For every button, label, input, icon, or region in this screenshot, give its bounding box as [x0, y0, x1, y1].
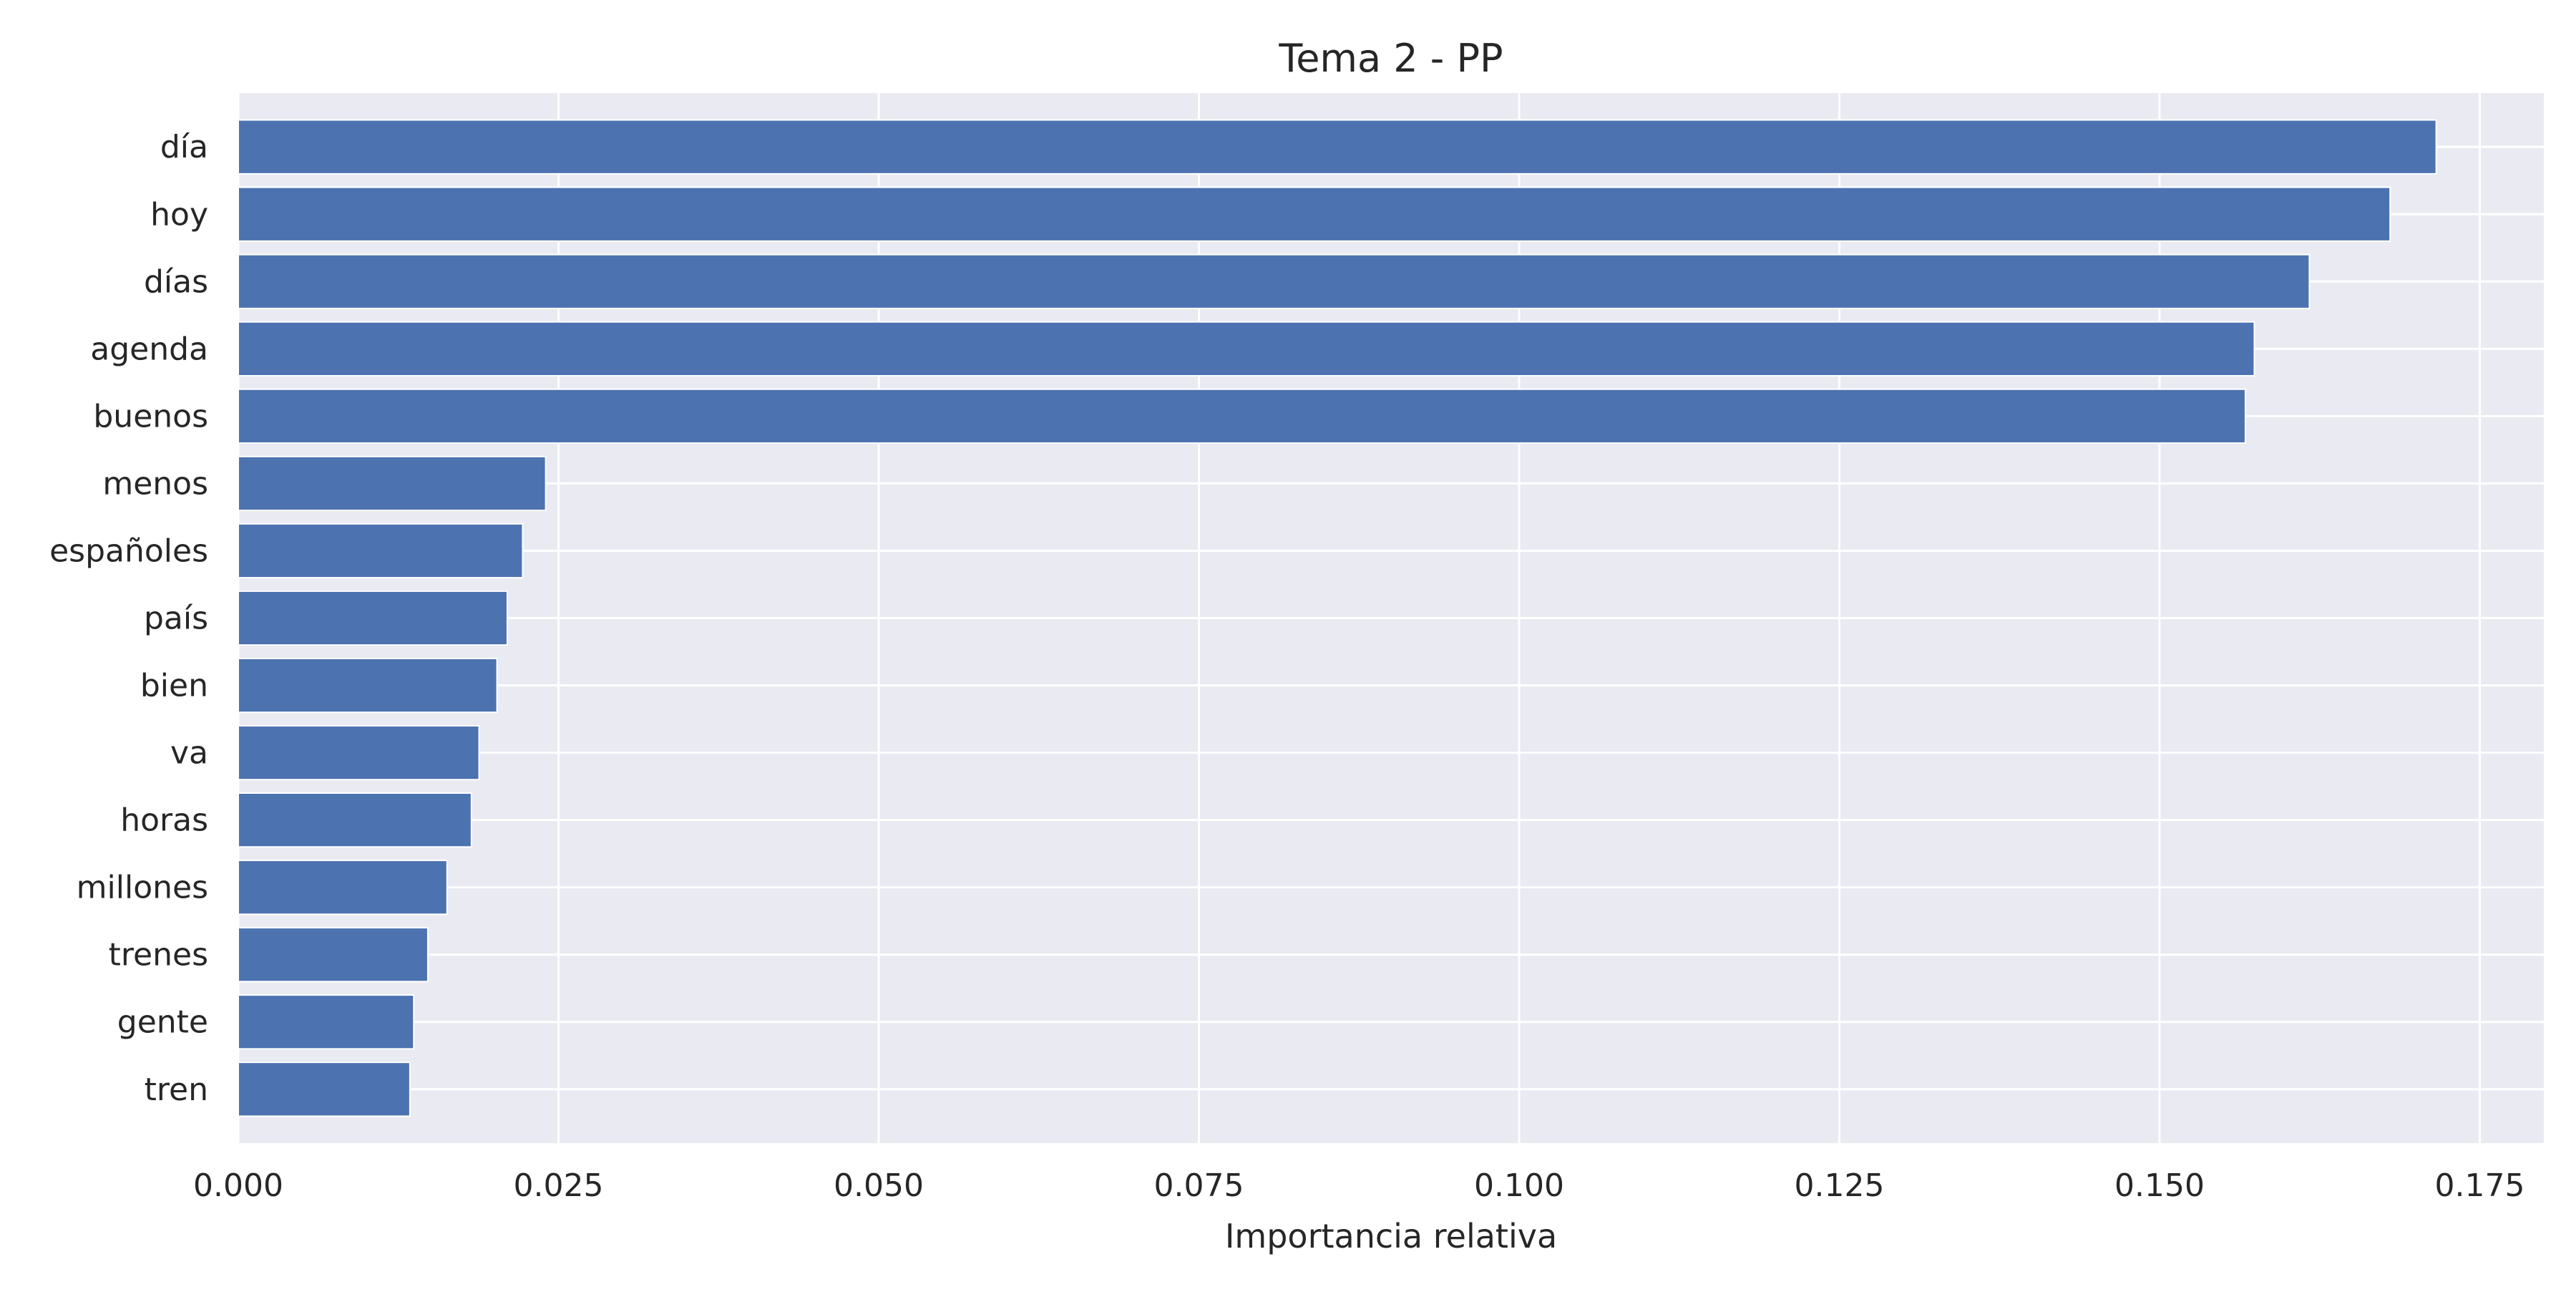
- y-tick-label: día: [160, 129, 208, 165]
- bar-10: [238, 792, 472, 848]
- bar-0: [238, 119, 2437, 175]
- y-tick-label: millones: [77, 870, 208, 906]
- y-tick-label: hoy: [150, 196, 208, 233]
- x-tick-label: 0.150: [2114, 1167, 2205, 1204]
- y-tick-labels: día hoy días agenda buenos menos españoles país…: [49, 129, 208, 1108]
- y-tick-label: horas: [120, 802, 208, 839]
- x-tick-label: 0.175: [2435, 1167, 2525, 1204]
- bar-1: [238, 186, 2391, 242]
- y-tick-label: trenes: [109, 937, 208, 973]
- bar-4: [238, 388, 2246, 444]
- y-tick-label: país: [144, 601, 208, 637]
- bar-3: [238, 321, 2255, 377]
- bar-2: [238, 253, 2311, 309]
- y-tick-label: buenos: [93, 398, 208, 434]
- bar-6: [238, 523, 524, 579]
- chart-title: Tema 2 - PP: [1278, 36, 1503, 81]
- x-axis-label: Importancia relativa: [1225, 1217, 1557, 1255]
- bar-13: [238, 994, 415, 1050]
- x-tick-label: 0.125: [1795, 1167, 1885, 1204]
- y-tick-label: españoles: [49, 533, 208, 569]
- bar-9: [238, 724, 480, 781]
- y-tick-label: agenda: [90, 331, 208, 367]
- bar-7: [238, 590, 508, 646]
- y-tick-label: menos: [102, 465, 208, 502]
- y-tick-label: tren: [145, 1072, 208, 1108]
- bar-8: [238, 657, 498, 714]
- x-tick-label: 0.075: [1154, 1167, 1244, 1204]
- bars: [238, 119, 2437, 1117]
- bar-11: [238, 860, 448, 915]
- y-tick-label: días: [144, 263, 208, 300]
- x-tick-label: 0.025: [514, 1167, 604, 1204]
- x-tick-label: 0.050: [834, 1167, 924, 1204]
- x-tick-label: 0.100: [1474, 1167, 1564, 1204]
- y-tick-label: bien: [140, 668, 208, 704]
- bar-5: [238, 455, 547, 512]
- x-tick-labels: 0.000 0.025 0.050 0.075 0.100 0.125 0.150 0.175: [193, 1167, 2524, 1204]
- y-tick-label: va: [170, 735, 208, 772]
- bar-12: [238, 927, 429, 983]
- x-tick-label: 0.000: [193, 1167, 283, 1204]
- bar-14: [238, 1062, 411, 1117]
- y-tick-label: gente: [117, 1004, 208, 1041]
